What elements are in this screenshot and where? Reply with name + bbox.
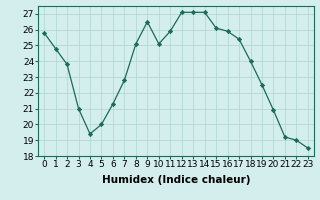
X-axis label: Humidex (Indice chaleur): Humidex (Indice chaleur) [102, 175, 250, 185]
